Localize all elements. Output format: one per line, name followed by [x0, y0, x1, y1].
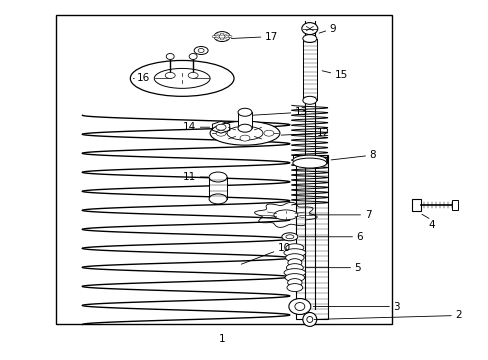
- Ellipse shape: [188, 72, 198, 78]
- Ellipse shape: [238, 124, 251, 132]
- Ellipse shape: [214, 34, 218, 36]
- Ellipse shape: [287, 279, 302, 287]
- Ellipse shape: [225, 34, 229, 36]
- Ellipse shape: [166, 54, 174, 59]
- Ellipse shape: [285, 244, 303, 252]
- Ellipse shape: [302, 35, 316, 42]
- Ellipse shape: [220, 38, 224, 40]
- Text: 11: 11: [183, 172, 207, 182]
- Ellipse shape: [214, 37, 218, 39]
- Ellipse shape: [281, 233, 297, 241]
- Ellipse shape: [301, 23, 317, 35]
- Ellipse shape: [238, 108, 251, 116]
- Text: 9: 9: [319, 24, 336, 33]
- Bar: [451, 200, 457, 210]
- Bar: [302, 39, 316, 100]
- Bar: [238, 112, 251, 128]
- Ellipse shape: [287, 259, 301, 267]
- Ellipse shape: [214, 32, 229, 41]
- Ellipse shape: [210, 121, 279, 145]
- Ellipse shape: [302, 312, 316, 327]
- Ellipse shape: [189, 54, 197, 59]
- Text: 6: 6: [299, 232, 363, 242]
- Ellipse shape: [302, 96, 316, 104]
- Text: 14: 14: [183, 122, 209, 132]
- Text: 2: 2: [314, 310, 461, 320]
- Ellipse shape: [154, 68, 210, 88]
- Ellipse shape: [225, 37, 229, 39]
- Ellipse shape: [209, 194, 226, 204]
- Text: 4: 4: [427, 220, 434, 230]
- Ellipse shape: [130, 60, 234, 96]
- Ellipse shape: [198, 49, 203, 53]
- Ellipse shape: [216, 124, 225, 130]
- Text: 3: 3: [312, 302, 399, 311]
- Ellipse shape: [273, 210, 297, 220]
- Bar: [209, 177, 226, 199]
- Bar: [56, 15, 391, 324]
- Ellipse shape: [285, 254, 304, 262]
- Text: 7: 7: [308, 210, 370, 220]
- Ellipse shape: [240, 135, 249, 141]
- Ellipse shape: [209, 172, 226, 182]
- Ellipse shape: [285, 274, 304, 282]
- Text: 10: 10: [241, 243, 290, 264]
- Ellipse shape: [285, 235, 293, 239]
- Ellipse shape: [240, 125, 249, 131]
- Text: 15: 15: [322, 71, 347, 80]
- Ellipse shape: [294, 302, 304, 310]
- Text: 12: 12: [281, 128, 329, 138]
- Ellipse shape: [216, 130, 225, 136]
- Ellipse shape: [292, 158, 326, 168]
- Text: 17: 17: [231, 32, 278, 41]
- Ellipse shape: [226, 126, 263, 140]
- Ellipse shape: [284, 269, 305, 276]
- Ellipse shape: [194, 46, 208, 54]
- Ellipse shape: [212, 36, 216, 37]
- Text: 8: 8: [330, 150, 375, 160]
- Text: 16: 16: [133, 73, 150, 84]
- Ellipse shape: [227, 36, 232, 37]
- Bar: [292, 155, 326, 163]
- Ellipse shape: [286, 284, 302, 292]
- Ellipse shape: [219, 35, 224, 39]
- Ellipse shape: [264, 130, 273, 136]
- Text: 1: 1: [218, 334, 225, 345]
- Ellipse shape: [292, 155, 326, 165]
- Ellipse shape: [306, 316, 312, 323]
- Text: 5: 5: [305, 263, 361, 273]
- Ellipse shape: [286, 264, 303, 272]
- Bar: [295, 155, 327, 319]
- Ellipse shape: [165, 72, 175, 78]
- Ellipse shape: [220, 33, 224, 35]
- Bar: [411, 199, 421, 211]
- Ellipse shape: [288, 298, 310, 315]
- Text: 13: 13: [253, 107, 307, 117]
- Ellipse shape: [284, 249, 305, 257]
